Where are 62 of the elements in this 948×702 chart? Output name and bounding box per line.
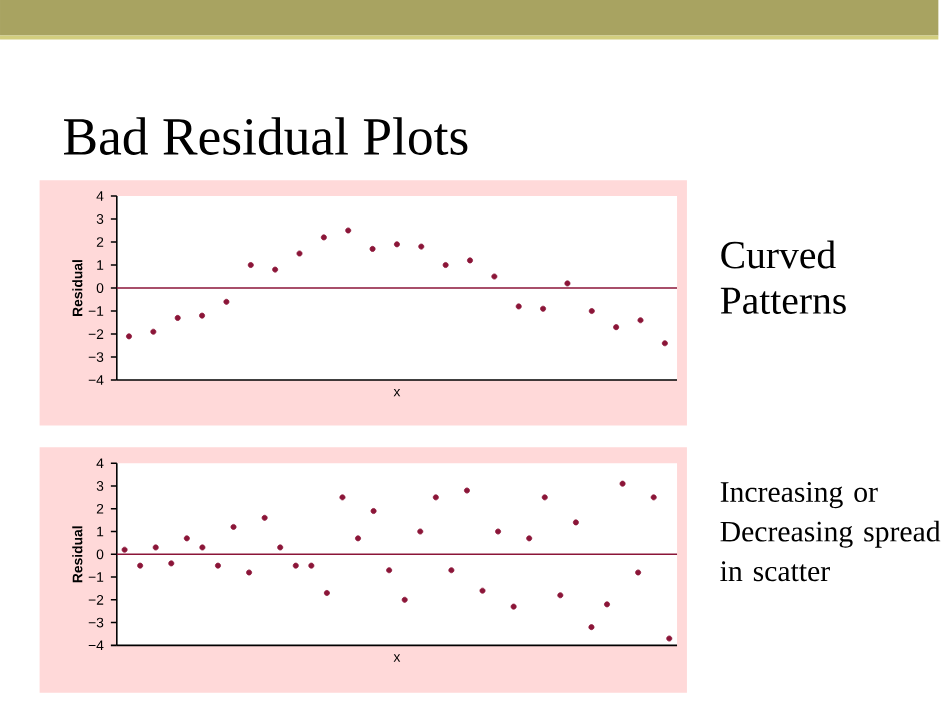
point <box>491 273 498 280</box>
point <box>369 245 376 252</box>
text: Increasing or Decreasing spread in scatter <box>720 481 941 581</box>
point <box>137 562 144 569</box>
point <box>199 544 206 551</box>
point <box>418 243 425 250</box>
point <box>666 635 673 642</box>
point <box>152 544 159 551</box>
point <box>308 562 315 569</box>
point <box>246 569 253 576</box>
point <box>467 257 473 264</box>
point <box>526 534 533 541</box>
point <box>557 591 564 598</box>
point <box>261 514 268 521</box>
point <box>223 298 230 305</box>
point <box>323 589 330 596</box>
point <box>510 603 517 610</box>
point <box>199 312 206 319</box>
point <box>650 494 657 500</box>
point <box>541 494 548 500</box>
point <box>515 303 522 310</box>
point <box>355 534 361 541</box>
point <box>604 601 610 607</box>
point <box>174 314 181 321</box>
point <box>432 494 439 500</box>
point <box>277 544 284 551</box>
point <box>442 261 449 268</box>
point <box>168 560 175 566</box>
point <box>448 566 455 573</box>
point <box>183 534 190 541</box>
point <box>393 240 400 247</box>
point <box>214 562 221 569</box>
point <box>572 519 579 525</box>
point <box>150 328 157 335</box>
point <box>588 307 595 314</box>
point <box>292 562 299 569</box>
point <box>661 339 668 346</box>
point <box>296 250 303 257</box>
point <box>370 507 377 514</box>
point <box>417 528 424 535</box>
point <box>121 546 128 553</box>
point <box>345 227 352 234</box>
point <box>479 587 486 594</box>
point <box>320 234 327 240</box>
point <box>247 261 254 268</box>
point <box>230 523 237 530</box>
point <box>613 323 620 330</box>
point <box>635 569 642 576</box>
point <box>495 528 502 535</box>
point <box>540 305 547 312</box>
point <box>401 596 408 603</box>
point <box>637 316 644 323</box>
text: Curved Patterns <box>720 240 846 314</box>
point <box>126 333 132 339</box>
point <box>564 280 571 287</box>
point <box>339 494 346 500</box>
point <box>619 480 626 487</box>
point <box>463 487 470 494</box>
point <box>272 266 279 273</box>
point <box>588 623 595 630</box>
point <box>386 566 393 573</box>
chart-title: Bad Residual Plots <box>63 116 468 155</box>
